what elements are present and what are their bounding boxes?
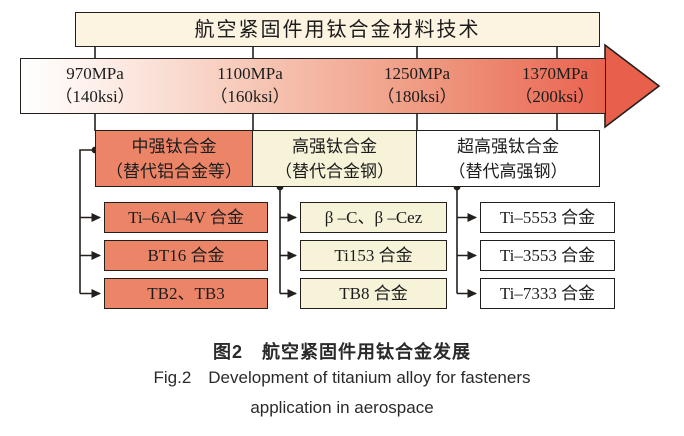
ksi-value: （180ksi） xyxy=(377,87,457,106)
caption-en-line2: application in aerospace xyxy=(250,398,434,417)
strength-label-1370: 1370MPa （200ksi） xyxy=(480,62,630,108)
caption-zh: 图2 航空紧固件用钛合金发展 xyxy=(212,342,471,362)
category-box-mid-strength: 中强钛合金 （替代铝合金等） xyxy=(95,130,253,187)
alloy-box: Ti–7333 合金 xyxy=(480,278,615,309)
category-note: （替代合金钢） xyxy=(275,161,394,181)
alloy-box: Ti–5553 合金 xyxy=(480,202,615,233)
category-name: 高强钛合金 xyxy=(292,136,377,156)
mpa-value: 970MPa xyxy=(66,64,124,83)
category-note: （替代高强钢） xyxy=(448,161,568,181)
alloy-box: Ti–3553 合金 xyxy=(480,240,615,271)
alloy-box: TB2、TB3 xyxy=(104,278,268,309)
ksi-value: （200ksi） xyxy=(515,87,595,106)
category-box-ultrahigh-strength: 超高强钛合金 （替代高强钢） xyxy=(416,130,600,187)
alloy-box: β –C、β –Cez xyxy=(300,202,447,233)
alloy-box: TB8 合金 xyxy=(300,278,447,309)
figure-title-box: 航空紧固件用钛合金材料技术 xyxy=(75,12,600,47)
strength-label-970: 970MPa （140ksi） xyxy=(20,62,170,108)
mpa-value: 1250MPa xyxy=(383,64,451,83)
alloy-box: Ti–6Al–4V 合金 xyxy=(104,202,268,233)
category-box-high-strength: 高强钛合金 （替代合金钢） xyxy=(252,130,417,187)
mpa-value: 1100MPa xyxy=(217,64,283,83)
alloy-box: Ti153 合金 xyxy=(300,240,447,271)
alloy-box: BT16 合金 xyxy=(104,240,268,271)
category-name: 超高强钛合金 xyxy=(457,136,559,156)
category-name: 中强钛合金 xyxy=(131,136,217,156)
strength-label-1250: 1250MPa （180ksi） xyxy=(342,62,492,108)
ksi-value: （140ksi） xyxy=(55,87,135,106)
strength-label-1100: 1100MPa （160ksi） xyxy=(175,62,325,108)
ksi-value: （160ksi） xyxy=(210,87,290,106)
caption-en-line1: Fig.2 Development of titanium alloy for … xyxy=(153,368,531,387)
figure-title: 航空紧固件用钛合金材料技术 xyxy=(194,18,481,41)
category-note: （替代铝合金等） xyxy=(106,161,242,181)
strength-arrow xyxy=(20,58,606,114)
mpa-value: 1370MPa xyxy=(521,64,589,83)
